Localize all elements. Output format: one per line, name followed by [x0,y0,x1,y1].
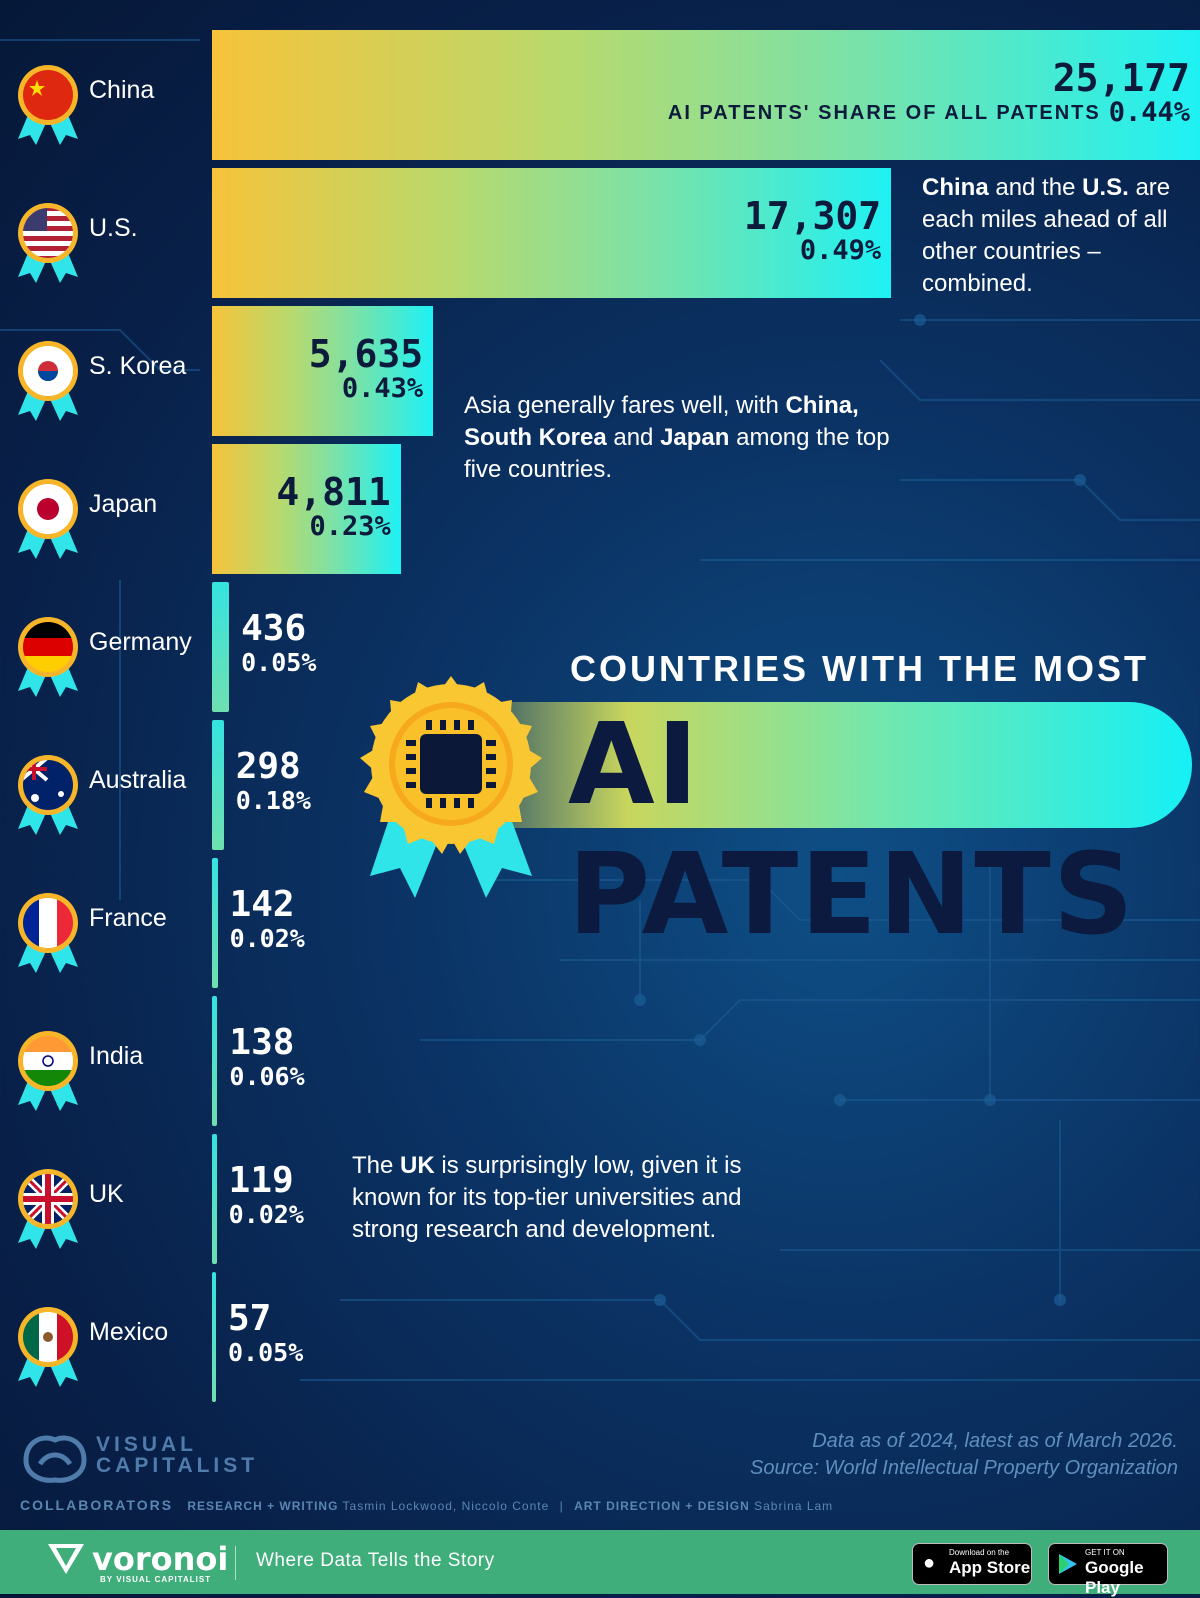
bar-uk [212,1134,217,1264]
category-label: France [89,904,167,932]
value-label: 142 0.02% [230,886,305,954]
apple-icon: ● [923,1552,936,1574]
voronoi-logo-icon [48,1544,84,1574]
value-label: 57 0.05% [228,1300,303,1368]
bar-australia [212,720,224,850]
bar-germany [212,582,230,712]
flag-medal-icon-japan [18,479,78,559]
footer-divider [235,1546,236,1580]
ai-chip-badge-icon [360,676,542,898]
google-play-icon [1059,1554,1077,1574]
value-number: 17,307 [743,194,882,238]
category-label: Australia [89,766,187,794]
data-date-note: Data as of 2024, latest as of March 2026… [812,1430,1178,1452]
value-number: 436 [241,608,307,649]
share-label: 0.05% [241,648,317,677]
value-label: 436 0.05% [241,610,316,678]
chart-row: Mexico 57 0.05% [0,1272,1200,1402]
value-number: 138 [229,1022,295,1063]
chart-title-main: AI PATENTS [568,700,1136,960]
value-label: 5,635 0.43% [309,334,423,404]
chart-row: China 25,177 AI PATENTS' SHARE OF ALL PATE… [0,30,1200,160]
flag-medal-icon-mexico [18,1307,78,1387]
share-label: 0.49% [799,235,882,266]
value-label: 138 0.06% [229,1024,304,1092]
flag-medal-icon-germany [18,617,78,697]
value-number: 25,177 [1052,56,1190,100]
flag-medal-icon-china [18,65,78,145]
bar-china: 25,177 AI PATENTS' SHARE OF ALL PATENTS 0.… [212,30,1200,160]
source-note: Source: World Intellectual Property Orga… [750,1457,1178,1479]
category-label: Japan [89,490,158,518]
value-label: 25,177 AI PATENTS' SHARE OF ALL PATENTS 0.… [668,58,1190,128]
value-number: 5,635 [308,332,424,376]
value-label: 17,307 0.49% [744,196,881,266]
chart-row: France 142 0.02% [0,858,1200,988]
visual-capitalist-wordmark: VISUAL CAPITALIST [96,1433,259,1477]
value-number: 57 [228,1298,272,1339]
category-label: U.S. [89,214,138,242]
chart-row: Australia 298 0.18% [0,720,1200,850]
share-label: 0.05% [228,1338,304,1367]
asia-note: Asia generally fares well, with China, S… [464,392,890,483]
chart-row: S. Korea 5,635 0.43% [0,306,1200,436]
bar-japan: 4,811 0.23% [212,444,401,574]
google-play-button[interactable]: GET IT ON Google Play [1048,1543,1168,1597]
uk-note: The UK is surprisingly low, given it is … [352,1152,742,1243]
category-label: Germany [89,628,192,656]
share-label: 0.02% [229,924,305,953]
flag-medal-icon-uk [18,1169,78,1249]
flag-medal-icon-france [18,893,78,973]
chart-row: UK 119 0.02% [0,1134,1200,1264]
app-store-button[interactable]: ● Download on the App Store [912,1543,1032,1585]
value-number: 4,811 [276,470,391,514]
value-label: 4,811 0.23% [276,472,390,542]
bar-france [212,858,218,988]
visual-capitalist-logo-icon [23,1435,87,1483]
category-label: Mexico [89,1318,169,1346]
share-label: 0.18% [235,786,311,815]
voronoi-subtitle: BY VISUAL CAPITALIST [100,1575,212,1584]
bar-skorea: 5,635 0.43% [212,306,434,436]
bar-india [212,996,218,1126]
chart-row: India 138 0.06% [0,996,1200,1126]
flag-medal-icon-india [18,1031,78,1111]
collaborators-line: COLLABORATORS RESEARCH + WRITING Tasmin … [20,1497,834,1513]
title-pill [440,702,1192,828]
share-label: AI PATENTS' SHARE OF ALL PATENTS 0.44% [667,97,1190,128]
category-label: China [89,76,155,104]
bar-us: 17,307 0.49% [212,168,892,298]
share-axis-label: AI PATENTS' SHARE OF ALL PATENTS [667,102,1101,124]
share-label: 0.23% [309,511,391,542]
category-label: UK [89,1180,124,1208]
chart-title-top: COUNTRIES WITH THE MOST [570,648,1149,689]
value-label: 119 0.02% [229,1162,304,1230]
category-label: S. Korea [89,352,187,380]
chart-row: Germany 436 0.05% [0,582,1200,712]
category-label: India [89,1042,144,1070]
chart-row: U.S. 17,307 0.49% [0,168,1200,298]
tagline: Where Data Tells the Story [256,1550,495,1571]
value-number: 119 [228,1160,294,1201]
voronoi-wordmark: voronoi [92,1540,229,1578]
value-label: 298 0.18% [236,748,311,816]
chart-row: Japan 4,811 0.23% [0,444,1200,574]
share-label: 0.02% [228,1200,304,1229]
share-label: 0.06% [229,1062,305,1091]
value-number: 142 [229,884,295,925]
bar-mexico [212,1272,216,1402]
share-label: 0.43% [341,373,424,404]
flag-medal-icon-australia [18,755,78,835]
us-note: China and the U.S. are each miles ahead … [922,174,1171,297]
flag-medal-icon-skorea [18,341,78,421]
flag-medal-icon-us [18,203,78,283]
value-number: 298 [235,746,301,787]
